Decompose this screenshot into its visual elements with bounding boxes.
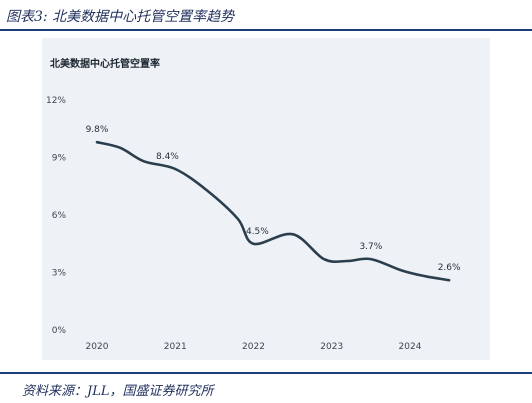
y-tick-label: 9% — [52, 154, 67, 164]
data-label: 4.5% — [246, 227, 269, 237]
y-tick-label: 3% — [52, 269, 67, 279]
data-label: 8.4% — [156, 152, 179, 162]
x-tick-label: 2023 — [320, 342, 343, 352]
data-label: 3.7% — [359, 242, 382, 252]
figure-title: 图表3: 北美数据中心托管空置率趋势 — [6, 9, 235, 25]
figure-header: 图表3: 北美数据中心托管空置率趋势 — [0, 0, 532, 31]
y-tick-label: 12% — [46, 96, 66, 106]
x-tick-label: 2022 — [242, 342, 265, 352]
chart-panel: 北美数据中心托管空置率 0% 3% 6% 9% 12% 2020 2021 2022 2023… — [42, 38, 490, 360]
source-note: 资料来源：JLL，国盛证券研究所 — [22, 384, 214, 399]
x-tick-label: 2020 — [86, 342, 109, 352]
chart-title: 北美数据中心托管空置率 — [50, 57, 160, 70]
y-tick-label: 6% — [52, 211, 67, 221]
line-chart: 北美数据中心托管空置率 0% 3% 6% 9% 12% 2020 2021 2022 2023… — [46, 57, 461, 352]
series-line — [95, 140, 451, 282]
x-tick-label: 2024 — [399, 342, 422, 352]
top-divider — [0, 29, 532, 31]
bottom-divider — [0, 372, 532, 374]
data-label: 9.8% — [86, 125, 109, 135]
data-label: 2.6% — [438, 263, 461, 273]
x-tick-label: 2021 — [164, 342, 187, 352]
y-tick-label: 0% — [52, 326, 67, 336]
